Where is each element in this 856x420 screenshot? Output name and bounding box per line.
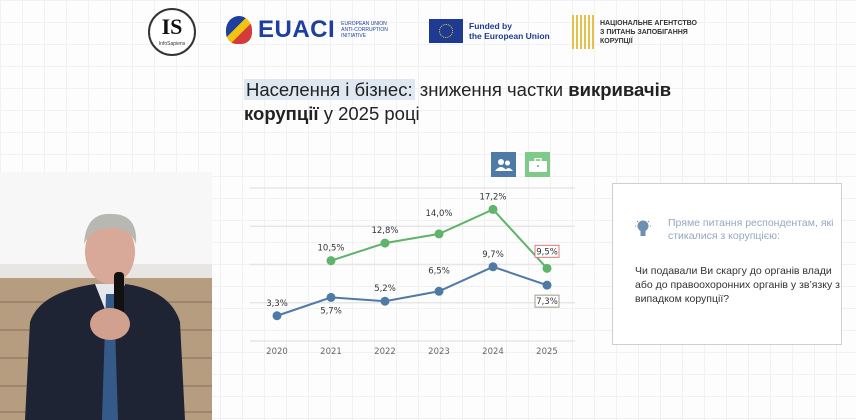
- euaci-logo: EUACI EUROPEAN UNION ANTI-CORRUPTION INI…: [226, 16, 399, 44]
- legend-population: [491, 152, 516, 177]
- infosapiens-logo: IS InfoSapiens: [148, 8, 196, 56]
- eu-funded-logo: Funded by the European Union: [429, 19, 550, 43]
- title-highlight: Населення і бізнес:: [244, 79, 415, 100]
- population-point: [542, 280, 552, 290]
- question-hint: Пряме питання респондентам, які стикалис…: [668, 217, 834, 242]
- business-data-label: 10,5%: [317, 244, 344, 254]
- population-data-label: 3,3%: [266, 299, 288, 309]
- x-tick-label: 2023: [428, 347, 450, 357]
- nazk-line3: КОРУПЦІЇ: [600, 37, 633, 45]
- nazk-mark-icon: [572, 15, 594, 49]
- population-point: [434, 286, 444, 296]
- x-tick-label: 2024: [482, 347, 504, 357]
- population-data-label: 9,7%: [482, 250, 504, 260]
- population-data-label: 5,2%: [374, 284, 396, 294]
- partner-logos: IS InfoSapiens EUACI EUROPEAN UNION ANTI…: [0, 0, 856, 62]
- x-tick-label: 2022: [374, 347, 396, 357]
- business-data-label: 12,8%: [371, 226, 398, 236]
- title-part: у 2025 році: [318, 103, 420, 124]
- nazk-line1: НАЦІОНАЛЬНЕ АГЕНТСТВО: [600, 19, 697, 27]
- x-tick-label: 2020: [266, 347, 288, 357]
- infosapiens-name: InfoSapiens: [158, 41, 186, 47]
- population-data-label: 6,5%: [428, 266, 450, 276]
- slide-title: Населення і бізнес: зниження частки викр…: [244, 78, 671, 126]
- question-box: Пряме питання респондентам, які стикалис…: [612, 183, 842, 345]
- population-point: [272, 311, 282, 321]
- euaci-subtitle: EUROPEAN UNION ANTI-CORRUPTION INITIATIV…: [341, 21, 388, 39]
- legend-business: [525, 152, 550, 177]
- nazk-line2: З ПИТАНЬ ЗАПОБІГАННЯ: [600, 28, 688, 36]
- survey-question: Чи подавали Ви скаргу до органів влади а…: [635, 265, 840, 305]
- title-part: зниження частки: [414, 79, 569, 100]
- population-label-box: [534, 294, 560, 308]
- infosapiens-mark: IS: [161, 14, 183, 39]
- title-bold: викривачів: [568, 79, 672, 100]
- euaci-mark-icon: [226, 16, 252, 44]
- x-tick-label: 2025: [536, 347, 558, 357]
- briefcase-icon: [528, 157, 547, 172]
- people-icon: [494, 158, 513, 171]
- population-point: [380, 296, 390, 306]
- business-point: [542, 263, 552, 273]
- lightbulb-icon: [635, 220, 651, 236]
- population-data-label: 7,3%: [536, 297, 558, 307]
- business-label-box: [534, 244, 560, 258]
- business-data-label: 17,2%: [479, 192, 506, 202]
- population-line: [276, 265, 548, 317]
- business-point: [434, 229, 444, 239]
- business-point: [326, 256, 336, 266]
- population-point: [326, 292, 336, 302]
- speaker-image: [0, 172, 212, 420]
- business-data-label: 9,5%: [536, 247, 558, 257]
- eu-line2: the European Union: [469, 31, 550, 41]
- business-data-label: 14,0%: [425, 209, 452, 219]
- euaci-name: EUACI: [258, 16, 336, 43]
- speaker-video: [0, 172, 212, 420]
- eu-line1: Funded by: [469, 21, 512, 31]
- business-point: [380, 238, 390, 248]
- title-bold: корупції: [244, 103, 319, 124]
- eu-flag-icon: [429, 19, 463, 43]
- business-point: [488, 204, 498, 214]
- population-point: [488, 262, 498, 272]
- nazk-logo: НАЦІОНАЛЬНЕ АГЕНТСТВО З ПИТАНЬ ЗАПОБІГАН…: [572, 15, 697, 49]
- x-tick-label: 2021: [320, 347, 342, 357]
- population-data-label: 5,7%: [320, 306, 342, 316]
